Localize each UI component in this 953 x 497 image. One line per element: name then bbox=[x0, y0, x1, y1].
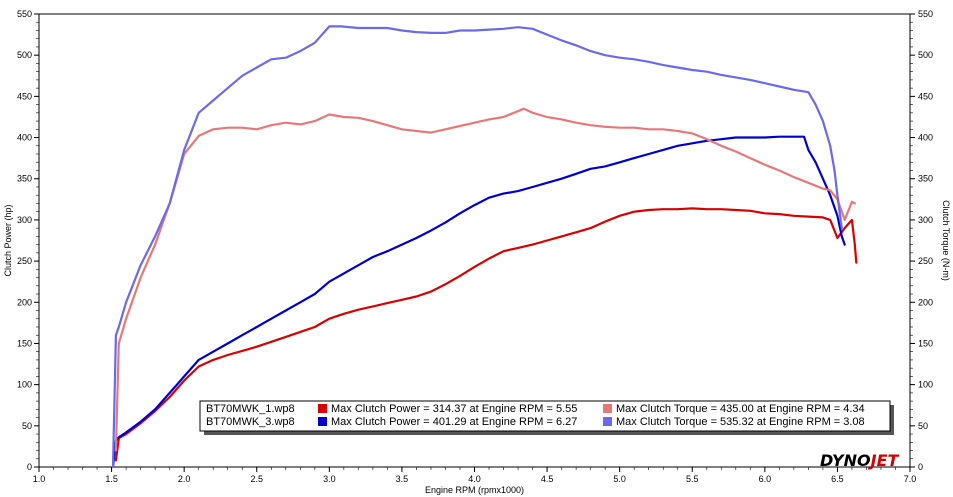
y-left-tick-label: 300 bbox=[17, 215, 32, 225]
x-tick-label: 4.5 bbox=[541, 474, 554, 484]
y-right-tick-label: 350 bbox=[918, 174, 933, 184]
y-left-axis-title: Clutch Power (hp) bbox=[3, 204, 13, 276]
y-right-tick-label: 150 bbox=[918, 338, 933, 348]
logo-part-dyno: DYNO bbox=[820, 451, 871, 470]
x-tick-label: 5.0 bbox=[613, 474, 626, 484]
legend-swatch-torque bbox=[603, 404, 612, 413]
plot-frame bbox=[38, 13, 911, 468]
x-tick-label: 5.5 bbox=[686, 474, 699, 484]
y-left-tick-label: 200 bbox=[17, 297, 32, 307]
logo-part-jet: JET bbox=[868, 451, 900, 470]
y-left-tick-label: 500 bbox=[17, 50, 32, 60]
legend-power-label: Max Clutch Power = 401.29 at Engine RPM … bbox=[331, 416, 577, 428]
y-left-tick-label: 350 bbox=[17, 174, 32, 184]
legend-power-label: Max Clutch Power = 314.37 at Engine RPM … bbox=[331, 403, 577, 415]
x-tick-label: 3.5 bbox=[396, 474, 409, 484]
x-tick-label: 4.0 bbox=[468, 474, 481, 484]
y-right-tick-label: 300 bbox=[918, 215, 933, 225]
series-line-2 bbox=[111, 135, 846, 469]
legend-torque-label: Max Clutch Torque = 535.32 at Engine RPM… bbox=[616, 416, 865, 428]
y-left-tick-label: 50 bbox=[22, 421, 32, 431]
series-line-4 bbox=[111, 25, 843, 469]
x-tick-label: 6.5 bbox=[831, 474, 844, 484]
series-line-3 bbox=[114, 107, 856, 452]
y-right-tick-label: 400 bbox=[918, 133, 933, 143]
legend-swatch-power bbox=[318, 404, 327, 413]
legend-torque-label: Max Clutch Torque = 435.00 at Engine RPM… bbox=[616, 403, 865, 415]
y-right-tick-label: 550 bbox=[918, 9, 933, 19]
y-right-tick-label: 250 bbox=[918, 256, 933, 266]
legend-swatch-power bbox=[318, 417, 327, 426]
x-tick-label: 2.0 bbox=[178, 474, 191, 484]
x-tick-label: 7.0 bbox=[904, 474, 917, 484]
y-left-tick-label: 550 bbox=[17, 9, 32, 19]
y-right-tick-label: 100 bbox=[918, 380, 933, 390]
x-axis-title: Engine RPM (rpmx1000) bbox=[425, 485, 524, 495]
chart-series bbox=[111, 25, 858, 469]
x-tick-label: 6.0 bbox=[759, 474, 772, 484]
y-right-tick-label: 200 bbox=[918, 297, 933, 307]
y-right-tick-label: 0 bbox=[918, 462, 923, 472]
legend-box bbox=[199, 400, 891, 432]
legend: BT70MWK_1.wp8 Max Clutch Power = 314.37 a… bbox=[199, 400, 894, 435]
x-tick-label: 3.0 bbox=[323, 474, 336, 484]
series-line-1 bbox=[114, 207, 858, 462]
x-tick-label: 2.5 bbox=[250, 474, 263, 484]
chart-axes: 1.0 1.5 2.0 2.5 3.0 3.5 4.0 4.5 5.0 5.5 6.0 6.5 7.00… bbox=[3, 9, 951, 495]
y-right-axis-title: Clutch Torque (N-m) bbox=[941, 200, 951, 281]
y-right-tick-label: 50 bbox=[918, 421, 928, 431]
y-left-tick-label: 400 bbox=[17, 133, 32, 143]
y-right-tick-label: 450 bbox=[918, 91, 933, 101]
y-right-tick-label: 500 bbox=[918, 50, 933, 60]
y-left-tick-label: 150 bbox=[17, 338, 32, 348]
legend-file-name: BT70MWK_1.wp8 bbox=[206, 403, 295, 415]
dynojet-logo: DYNOJET bbox=[820, 451, 900, 470]
y-left-tick-label: 250 bbox=[17, 256, 32, 266]
y-left-tick-label: 0 bbox=[27, 462, 32, 472]
y-left-tick-label: 450 bbox=[17, 91, 32, 101]
legend-swatch-torque bbox=[603, 417, 612, 426]
x-tick-label: 1.0 bbox=[33, 474, 46, 484]
y-left-tick-label: 100 bbox=[17, 380, 32, 390]
legend-file-name: BT70MWK_3.wp8 bbox=[206, 416, 295, 428]
dynojet-logo-text: DYNOJET bbox=[820, 451, 900, 470]
x-tick-label: 1.5 bbox=[105, 474, 118, 484]
